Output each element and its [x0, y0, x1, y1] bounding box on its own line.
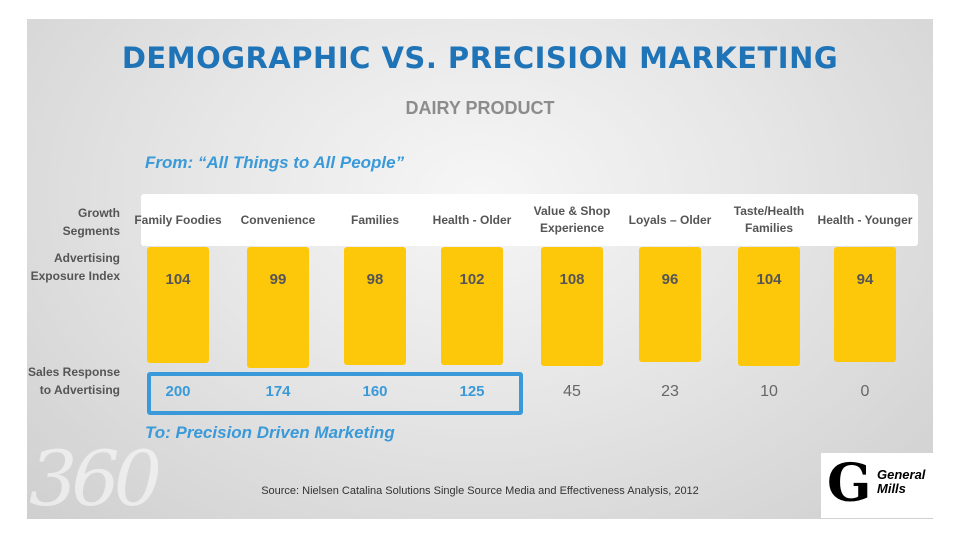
row-label-growth-segments: Growth Segments — [62, 206, 120, 238]
sales-response-value: 0 — [860, 383, 870, 400]
source-note: Source: Nielsen Catalina Solutions Singl… — [261, 485, 699, 497]
general-mills-logo: G General Mills — [821, 453, 934, 518]
exposure-bar — [147, 247, 209, 363]
exposure-bar — [834, 247, 896, 362]
segment-header-band — [141, 194, 918, 246]
sales-response-value: 23 — [661, 383, 679, 400]
segment-header: Loyals – Older — [628, 212, 712, 227]
row-label-advertising-exposure-index: Advertising Exposure Index — [30, 251, 120, 283]
exposure-bar — [541, 247, 603, 366]
sales-response-value: 125 — [459, 383, 485, 400]
segment-header: Value & Shop Experience — [533, 204, 611, 235]
sales-response-value: 160 — [362, 383, 388, 400]
segment-header: Health - Younger — [817, 212, 913, 227]
sales-response-value: 200 — [165, 383, 191, 400]
from-caption: From: “All Things to All People” — [145, 153, 405, 172]
exposure-bar — [738, 247, 800, 366]
exposure-bar — [247, 247, 309, 368]
sales-response-value: 174 — [265, 383, 291, 400]
exposure-index-value: 104 — [756, 271, 782, 288]
slide: 360 DEMOGRAPHIC VS. PRECISION MARKETING … — [27, 19, 933, 519]
exposure-index-value: 102 — [459, 271, 485, 288]
exposure-bar — [441, 247, 503, 365]
slide-subtitle: DAIRY PRODUCT — [405, 98, 555, 118]
logo-text: General Mills — [877, 467, 926, 496]
exposure-index-value: 98 — [366, 271, 384, 288]
precision-highlight-box — [147, 372, 523, 415]
exposure-index-value: 104 — [165, 271, 191, 288]
exposure-bar — [639, 247, 701, 362]
exposure-index-value: 99 — [269, 271, 287, 288]
exposure-bar — [344, 247, 406, 365]
segment-header: Family Foodies — [134, 212, 222, 227]
to-caption: To: Precision Driven Marketing — [145, 423, 395, 442]
slide-title: DEMOGRAPHIC VS. PRECISION MARKETING — [121, 41, 839, 75]
sales-response-value: 10 — [760, 383, 778, 400]
segment-header: Health - Older — [432, 212, 512, 227]
row-label-sales-response: Sales Response to Advertising — [27, 365, 120, 397]
sales-response-value: 45 — [563, 383, 581, 400]
exposure-index-value: 96 — [661, 271, 679, 288]
segment-header: Convenience — [240, 212, 316, 227]
general-mills-g-icon: G — [827, 453, 872, 514]
watermark-360: 360 — [29, 434, 162, 519]
segment-header: Taste/Health Families — [733, 204, 805, 235]
segment-header: Families — [350, 212, 400, 227]
exposure-index-value: 94 — [856, 271, 874, 288]
exposure-index-value: 108 — [559, 271, 585, 288]
